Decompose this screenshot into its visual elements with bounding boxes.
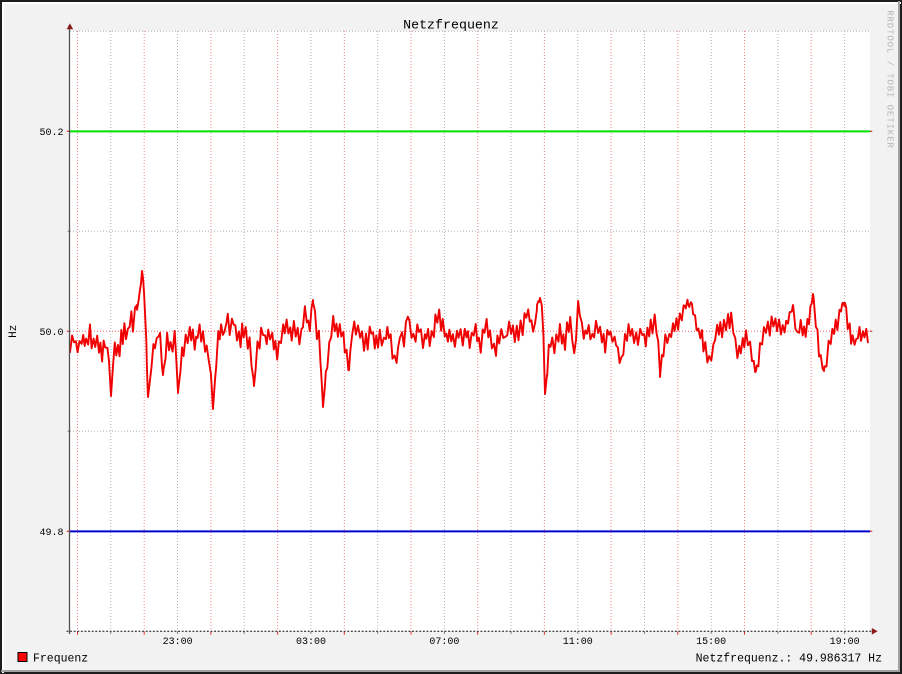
svg-text:23:00: 23:00	[163, 637, 193, 648]
svg-text:Hz: Hz	[8, 325, 20, 338]
svg-text:15:00: 15:00	[696, 637, 726, 648]
svg-text:03:00: 03:00	[296, 637, 326, 648]
svg-text:50.2: 50.2	[39, 128, 63, 139]
svg-text:Netzfrequenz: Netzfrequenz	[403, 18, 499, 33]
svg-text:RRDTOOL / TOBI OETIKER: RRDTOOL / TOBI OETIKER	[885, 10, 896, 148]
svg-text:19:00: 19:00	[830, 637, 860, 648]
svg-text:50.0: 50.0	[39, 328, 63, 339]
svg-text:Netzfrequenz.: 49.986317 Hz: Netzfrequenz.: 49.986317 Hz	[696, 653, 882, 666]
svg-text:07:00: 07:00	[429, 637, 459, 648]
svg-text:11:00: 11:00	[563, 637, 593, 648]
svg-text:49.8: 49.8	[39, 528, 63, 539]
svg-text:Frequenz: Frequenz	[33, 653, 88, 666]
